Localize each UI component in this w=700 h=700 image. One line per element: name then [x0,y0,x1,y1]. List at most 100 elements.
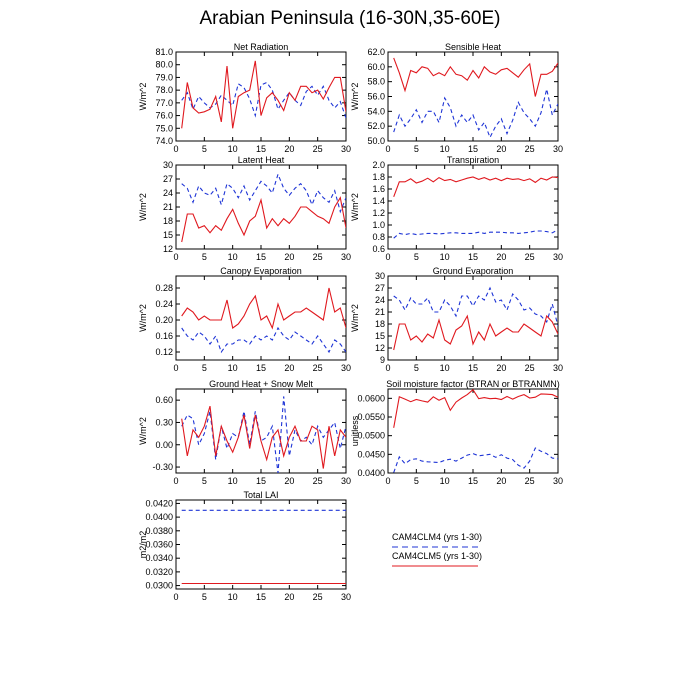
x-tick-label: 20 [496,144,506,154]
y-tick-label: 0.8 [372,232,385,242]
y-tick-label: 0.60 [155,395,173,405]
y-tick-label: 12 [375,343,385,353]
panel-title: Canopy Evaporation [220,266,302,276]
y-tick-label: 50.0 [367,136,385,146]
x-tick-label: 30 [553,363,563,373]
x-tick-label: 10 [440,363,450,373]
panel-title: Soil moisture factor (BTRAN or BTRANMN) [386,379,560,389]
y-axis-label: W/m^2 [138,83,148,111]
y-tick-label: -0.30 [152,462,173,472]
x-tick-label: 0 [385,363,390,373]
y-tick-label: 0.20 [155,315,173,325]
x-tick-label: 20 [284,592,294,602]
panel-ground-heat-snow-melt: Ground Heat + Snow Melt W/m^2 0 5 10 15 20 25 30… [138,379,351,486]
x-tick-label: 0 [385,252,390,262]
y-tick-label: 0.0380 [145,526,173,536]
panel-transpiration: Transpiration W/m^2 0 5 10 15 20 25 30 0.6 0.8 1.0 1… [350,155,563,262]
series-line-clm5 [393,57,558,97]
panel-net-radiation: Net Radiation W/m^2 0 5 10 15 20 25 30 74.0 75.0 76… [138,42,351,154]
y-tick-label: 78.0 [155,85,173,95]
y-tick-label: 0.30 [155,417,173,427]
y-tick-label: 0.0550 [357,412,385,422]
panel-title: Sensible Heat [445,42,502,52]
y-axis-label: W/m^2 [138,417,148,445]
x-tick-label: 10 [228,592,238,602]
x-tick-label: 30 [341,252,351,262]
y-tick-label: 15 [163,230,173,240]
y-tick-label: 0.12 [155,347,173,357]
panel-title: Ground Evaporation [433,266,514,276]
y-tick-label: 0.0400 [357,468,385,478]
x-tick-label: 30 [341,144,351,154]
y-axis-label: W/m^2 [138,193,148,221]
x-tick-label: 20 [284,144,294,154]
series-line-clm4 [393,286,558,327]
series-line-clm4 [181,396,346,473]
plot-frame [175,51,347,142]
x-tick-label: 10 [228,252,238,262]
panel-title: Ground Heat + Snow Melt [209,379,313,389]
y-tick-label: 18 [163,216,173,226]
figure-title: Arabian Peninsula (16-30N,35-60E) [199,8,501,29]
x-tick-label: 30 [341,592,351,602]
y-tick-label: 2.0 [372,160,385,170]
y-tick-label: 52.0 [367,121,385,131]
x-tick-label: 0 [385,144,390,154]
y-tick-label: 0.16 [155,331,173,341]
x-tick-label: 15 [256,252,266,262]
series-line-clm5 [181,196,346,243]
series-line-clm4 [181,326,346,354]
y-tick-label: 0.0420 [145,498,173,508]
y-axis-label: W/m^2 [350,83,360,111]
y-tick-label: 1.0 [372,220,385,230]
x-tick-label: 10 [440,476,450,486]
x-tick-label: 0 [173,252,178,262]
x-tick-label: 25 [313,252,323,262]
y-tick-label: 15 [375,331,385,341]
y-axis-label: W/m^2 [138,304,148,332]
y-tick-label: 60.0 [367,62,385,72]
x-tick-label: 25 [313,592,323,602]
y-tick-label: 30 [163,160,173,170]
y-tick-label: 12 [163,244,173,254]
plot-frame [387,388,559,474]
y-tick-label: 0.00 [155,440,173,450]
panel-title: Total LAI [243,490,278,500]
panel-total-lai: Total LAI m2/m2 0 5 10 15 20 25 30 0.0300 0.0320 0.… [138,490,351,602]
panel-soil-moisture-factor-btran-or-btranmn: Soil moisture factor (BTRAN or BTRANMN) u… [350,379,563,486]
series-line-clm5 [181,60,346,129]
y-tick-label: 0.28 [155,283,173,293]
x-tick-label: 5 [414,476,419,486]
y-tick-label: 24 [375,295,385,305]
x-tick-label: 5 [202,144,207,154]
x-tick-label: 20 [496,363,506,373]
x-tick-label: 0 [173,476,178,486]
y-tick-label: 0.0450 [357,449,385,459]
series-line-clm4 [393,229,558,239]
x-tick-label: 30 [341,476,351,486]
y-tick-label: 80.0 [155,60,173,70]
y-tick-label: 21 [163,202,173,212]
x-tick-label: 20 [284,363,294,373]
series-line-clm5 [181,405,346,469]
y-tick-label: 1.4 [372,196,385,206]
y-tick-label: 0.0400 [145,512,173,522]
plot-frame [387,275,559,361]
series-line-clm4 [393,447,558,473]
y-axis-label: W/m^2 [350,193,360,221]
x-tick-label: 10 [440,144,450,154]
y-tick-label: 62.0 [367,47,385,57]
x-tick-label: 15 [256,363,266,373]
panel-canopy-evaporation: Canopy Evaporation W/m^2 0 5 10 15 20 25 30 0.12 0… [138,266,351,373]
x-tick-label: 15 [468,252,478,262]
y-tick-label: 0.0320 [145,567,173,577]
legend-label: CAM4CLM4 (yrs 1-30) [392,532,482,542]
y-tick-label: 76.0 [155,111,173,121]
y-tick-label: 56.0 [367,92,385,102]
x-tick-label: 15 [256,592,266,602]
x-tick-label: 5 [414,363,419,373]
plot-frame [387,51,559,142]
series-line-clm5 [393,176,558,197]
x-tick-label: 15 [256,476,266,486]
